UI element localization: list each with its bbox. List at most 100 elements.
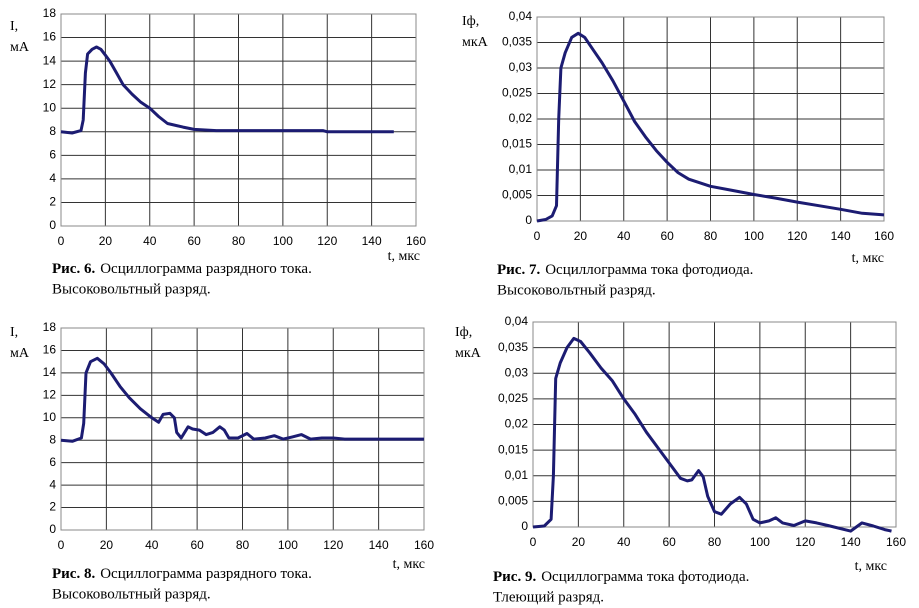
x-tick-label: 140 xyxy=(831,229,851,243)
x-tick-label: 20 xyxy=(574,229,588,243)
x-tick-label: 100 xyxy=(273,234,293,248)
x-tick-label: 20 xyxy=(572,535,586,549)
x-tick-label: 20 xyxy=(99,234,113,248)
y-tick-label: 10 xyxy=(43,410,57,424)
x-tick-label: 80 xyxy=(704,229,718,243)
chart: 0 0,005 0,01 0,015 0,02 0,025 0,03 0,035 0,04 0 20… xyxy=(462,9,894,298)
x-tick-label: 40 xyxy=(145,538,159,552)
y-axis-label: мкА xyxy=(462,35,489,50)
caption-label: Рис. 8. xyxy=(52,566,95,582)
plot-frame xyxy=(60,13,417,227)
caption-label: Рис. 7. xyxy=(497,262,540,278)
caption-text: Осциллограмма разрядного тока. xyxy=(100,261,312,277)
y-tick-label: 0,015 xyxy=(502,137,532,151)
x-tick-label: 160 xyxy=(414,538,434,552)
x-tick-label: 100 xyxy=(750,535,770,549)
x-tick-label: 120 xyxy=(323,538,343,552)
x-tick-label: 120 xyxy=(787,229,807,243)
y-tick-label: 12 xyxy=(43,388,57,402)
caption-text: Осциллограмма тока фотодиода. xyxy=(541,569,749,585)
y-tick-label: 0 xyxy=(49,522,56,536)
caption-label: Рис. 6. xyxy=(52,261,95,277)
x-tick-label: 160 xyxy=(886,535,906,549)
x-tick-label: 20 xyxy=(100,538,114,552)
y-axis-label: Iф, xyxy=(462,14,479,29)
caption: Рис. 8. Осциллограмма разрядного тока. xyxy=(52,566,312,582)
y-tick-label: 6 xyxy=(49,455,56,469)
y-tick-label: 0,005 xyxy=(502,188,532,202)
y-tick-label: 6 xyxy=(49,148,56,162)
y-tick-label: 0,025 xyxy=(498,391,528,405)
x-tick-label: 0 xyxy=(58,234,65,248)
y-tick-label: 0,02 xyxy=(505,417,529,431)
y-tick-label: 0,035 xyxy=(502,35,532,49)
caption-line2: Тлеющий разряд. xyxy=(493,589,604,605)
y-tick-label: 8 xyxy=(49,432,56,446)
chart: 0 2 4 6 8 10 12 14 16 18 0 20 40 60 80 100 120 140 160 I, мА… xyxy=(10,6,426,297)
y-tick-label: 14 xyxy=(43,53,57,67)
y-tick-label: 2 xyxy=(49,500,56,514)
plot-frame xyxy=(60,327,425,531)
y-axis-label: мА xyxy=(10,40,30,55)
x-tick-label: 60 xyxy=(187,234,201,248)
chart: 0 2 4 6 8 10 12 14 16 18 0 20 40 60 80 100 120 140 160 I, мА… xyxy=(10,320,434,602)
x-axis-label: t, мкс xyxy=(393,557,425,572)
plot-frame xyxy=(532,321,897,528)
caption-line2: Высоковольтный разряд. xyxy=(52,281,211,297)
x-tick-label: 120 xyxy=(317,234,337,248)
data-line xyxy=(532,336,892,533)
y-axis-label: I, xyxy=(10,19,18,34)
data-line xyxy=(60,356,424,443)
x-tick-label: 80 xyxy=(232,234,246,248)
y-tick-label: 12 xyxy=(43,77,57,91)
x-tick-label: 80 xyxy=(236,538,250,552)
y-tick-label: 0,015 xyxy=(498,442,528,456)
x-tick-label: 40 xyxy=(617,535,631,549)
y-axis-label: Iф, xyxy=(455,325,472,340)
y-tick-label: 0 xyxy=(49,218,56,232)
y-tick-label: 0,02 xyxy=(509,111,533,125)
x-tick-label: 120 xyxy=(795,535,815,549)
y-tick-label: 0,005 xyxy=(498,494,528,508)
x-tick-label: 60 xyxy=(190,538,204,552)
y-tick-label: 0 xyxy=(525,213,532,227)
y-tick-label: 18 xyxy=(43,320,57,334)
x-tick-label: 80 xyxy=(708,535,722,549)
y-tick-label: 14 xyxy=(43,365,57,379)
caption-text: Осциллограмма разрядного тока. xyxy=(100,566,312,582)
x-tick-label: 60 xyxy=(660,229,674,243)
x-tick-label: 140 xyxy=(369,538,389,552)
data-line xyxy=(536,31,885,223)
caption-line2: Высоковольтный разряд. xyxy=(52,586,211,602)
y-tick-label: 2 xyxy=(49,195,56,209)
x-tick-label: 160 xyxy=(406,234,426,248)
y-tick-label: 16 xyxy=(43,30,57,44)
y-tick-label: 0,025 xyxy=(502,86,532,100)
y-tick-label: 0 xyxy=(521,519,528,533)
x-tick-label: 0 xyxy=(534,229,541,243)
chart: 0 0,005 0,01 0,015 0,02 0,025 0,03 0,035 0,04 0 20… xyxy=(455,314,906,605)
caption-text: Осциллограмма тока фотодиода. xyxy=(545,262,753,278)
plot-frame xyxy=(536,16,885,222)
x-tick-label: 60 xyxy=(662,535,676,549)
x-tick-label: 40 xyxy=(617,229,631,243)
x-tick-label: 140 xyxy=(841,535,861,549)
caption-line2: Высоковольтный разряд. xyxy=(497,282,656,298)
x-tick-label: 160 xyxy=(874,229,894,243)
caption: Рис. 9. Осциллограмма тока фотодиода. xyxy=(493,569,749,585)
x-axis-label: t, мкс xyxy=(388,249,420,264)
y-tick-label: 0,04 xyxy=(509,9,533,23)
y-tick-label: 0,04 xyxy=(505,314,529,328)
y-tick-label: 16 xyxy=(43,343,57,357)
y-tick-label: 0,035 xyxy=(498,340,528,354)
y-tick-label: 0,03 xyxy=(509,60,533,74)
x-axis-label: t, мкс xyxy=(852,251,884,266)
y-tick-label: 4 xyxy=(49,171,56,185)
y-tick-label: 8 xyxy=(49,124,56,138)
caption: Рис. 7. Осциллограмма тока фотодиода. xyxy=(497,262,753,278)
x-axis-label: t, мкс xyxy=(855,559,887,574)
caption: Рис. 6. Осциллограмма разрядного тока. xyxy=(52,261,312,277)
y-axis-label: мкА xyxy=(455,346,482,361)
y-axis-label: I, xyxy=(10,325,18,340)
